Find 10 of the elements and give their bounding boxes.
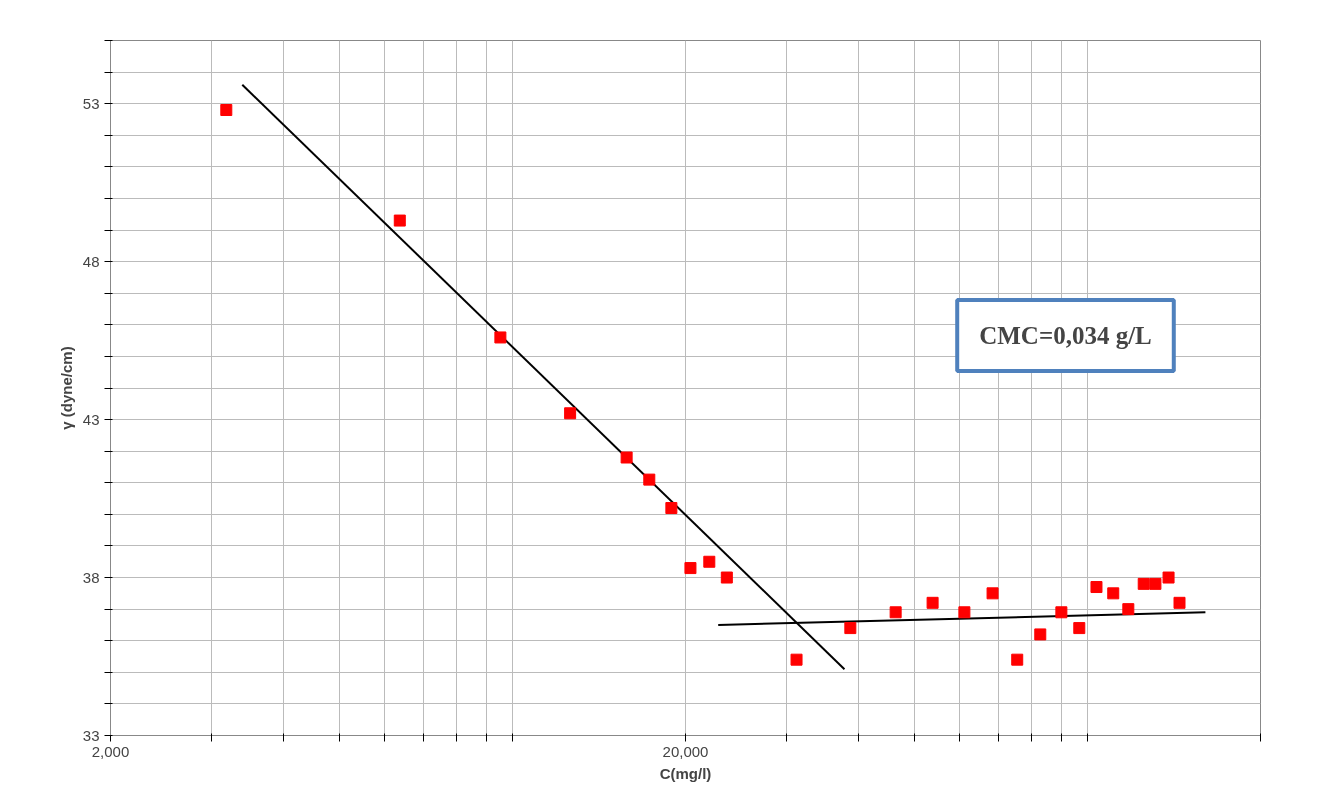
y-tick-label: 43 [82,410,100,428]
annotation: CMC=0,034 g/L [979,322,1152,349]
y-tick-label: 33 [82,726,100,744]
y-axis-title: γ (dyne/cm) [57,346,75,430]
y-tick-label: 53 [82,94,100,112]
y-tick-label: 48 [82,252,100,270]
x-axis-title: C(mg/l) [659,764,712,782]
x-tick-label: 2,000 [91,742,130,760]
x-tick-label: 20,000 [662,742,709,760]
y-tick-label: 38 [82,568,100,586]
